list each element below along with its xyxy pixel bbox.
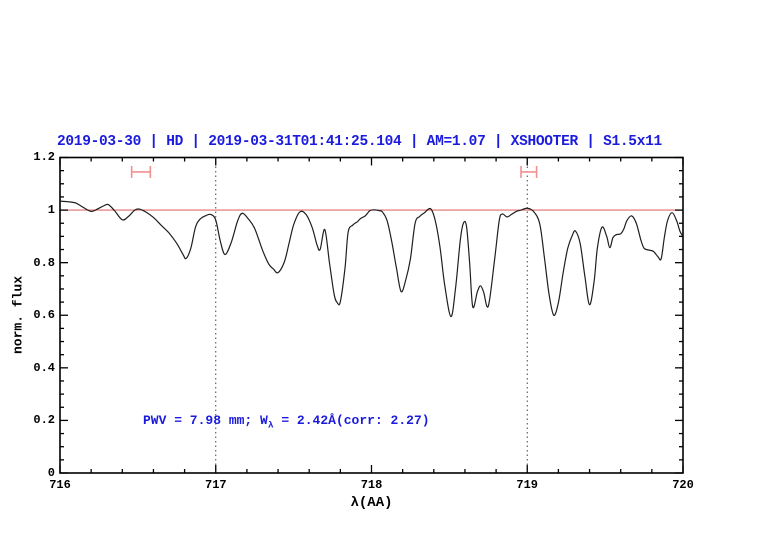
plot-frame [59, 156, 684, 474]
band-range-marker [130, 165, 152, 178]
x-axis-label: λ(AA) [350, 495, 393, 511]
plot-title: 2019-03-30 | HD | 2019-03-31T01:41:25.10… [57, 134, 662, 150]
y-tick-label-1.2: 1.2 [33, 150, 55, 165]
y-tick-label-1: 1 [47, 203, 55, 217]
x-tick-label-717: 717 [204, 478, 227, 492]
y-tick-label-0: 0 [47, 466, 55, 480]
y-tick-label-0.4: 0.4 [33, 360, 55, 375]
x-tick-label-716: 716 [49, 478, 71, 492]
lambda-subscript: λ [267, 419, 274, 431]
y-axis-label: norm. flux [10, 275, 26, 355]
pwv-annotation: PWV = 7.98 mm; Wλ = 2.42Å(corr: 2.27) [143, 413, 430, 431]
y-tick-label-0.6: 0.6 [33, 308, 55, 323]
y-tick-label-0.8: 0.8 [33, 255, 55, 270]
x-tick-label-719: 719 [516, 478, 538, 492]
pwv-annotation-suffix: = 2.42Å(corr: 2.27) [273, 413, 430, 428]
x-tick-label-720: 720 [672, 478, 694, 492]
x-tick-label-718: 718 [360, 478, 383, 492]
y-tick-label-0.2: 0.2 [33, 413, 55, 427]
band-range-marker [520, 165, 538, 178]
pwv-annotation-prefix: PWV = 7.98 mm; W [143, 413, 268, 428]
spectrum-curve [59, 200, 684, 318]
